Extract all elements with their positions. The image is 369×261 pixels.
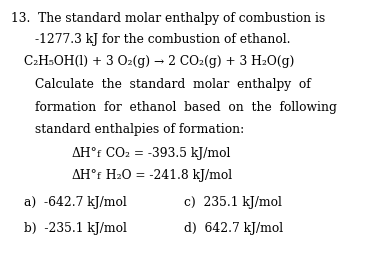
Text: f: f xyxy=(97,150,101,159)
Text: C₂H₅OH(l) + 3 O₂(g) → 2 CO₂(g) + 3 H₂O(g): C₂H₅OH(l) + 3 O₂(g) → 2 CO₂(g) + 3 H₂O(g… xyxy=(24,55,294,68)
Text: d)  642.7 kJ/mol: d) 642.7 kJ/mol xyxy=(184,222,284,235)
Text: a)  -642.7 kJ/mol: a) -642.7 kJ/mol xyxy=(24,196,127,209)
Text: b)  -235.1 kJ/mol: b) -235.1 kJ/mol xyxy=(24,222,127,235)
Text: formation  for  ethanol  based  on  the  following: formation for ethanol based on the follo… xyxy=(35,101,337,114)
Text: standard enthalpies of formation:: standard enthalpies of formation: xyxy=(35,123,244,136)
Text: ΔH°: ΔH° xyxy=(72,147,98,160)
Text: -1277.3 kJ for the combustion of ethanol.: -1277.3 kJ for the combustion of ethanol… xyxy=(35,33,290,46)
Text: 13.  The standard molar enthalpy of combustion is: 13. The standard molar enthalpy of combu… xyxy=(11,12,325,25)
Text: CO₂ = -393.5 kJ/mol: CO₂ = -393.5 kJ/mol xyxy=(102,147,231,160)
Text: Calculate  the  standard  molar  enthalpy  of: Calculate the standard molar enthalpy of xyxy=(35,78,311,91)
Text: f: f xyxy=(97,172,101,181)
Text: H₂O = -241.8 kJ/mol: H₂O = -241.8 kJ/mol xyxy=(102,169,232,182)
Text: c)  235.1 kJ/mol: c) 235.1 kJ/mol xyxy=(184,196,282,209)
Text: ΔH°: ΔH° xyxy=(72,169,98,182)
